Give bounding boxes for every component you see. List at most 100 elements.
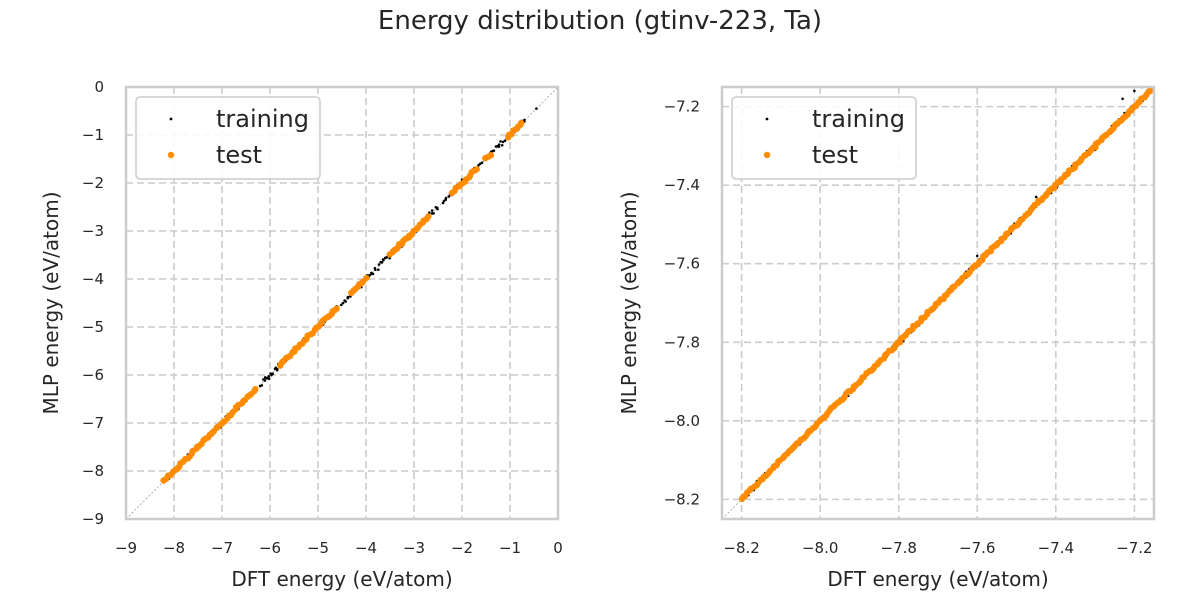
data-point-training <box>339 303 343 307</box>
y-tick-label: −7 <box>82 414 104 432</box>
data-point-training <box>368 273 371 277</box>
data-point-test <box>398 239 406 247</box>
data-point-training <box>267 377 271 381</box>
y-tick-label: −8 <box>82 462 104 480</box>
data-point-training <box>501 140 505 144</box>
legend-label-test: test <box>812 141 858 169</box>
y-tick-label: −2 <box>82 174 104 192</box>
y-tick-label: 0 <box>94 78 104 96</box>
data-point-training <box>374 268 377 272</box>
data-point-test <box>1146 87 1154 95</box>
data-point-training <box>344 300 347 303</box>
data-point-training <box>260 384 264 387</box>
y-tick-label: −7.2 <box>664 98 700 116</box>
x-tick-label: −8.0 <box>802 539 838 557</box>
legend-marker-training <box>169 117 173 121</box>
x-tick-label: −9 <box>115 539 137 557</box>
legend-label-training: training <box>216 105 309 133</box>
data-point-training <box>341 301 345 305</box>
data-point-training <box>263 376 267 379</box>
data-point-test <box>1131 103 1138 110</box>
y-axis-label: MLP energy (eV/atom) <box>39 191 63 414</box>
x-axis-label: DFT energy (eV/atom) <box>231 567 452 591</box>
y-tick-label: −1 <box>82 126 104 144</box>
x-tick-label: −7.2 <box>1116 539 1152 557</box>
data-point-training <box>447 195 451 198</box>
data-point-training <box>480 161 484 164</box>
data-point-training <box>371 272 375 276</box>
data-point-training <box>492 149 496 152</box>
x-tick-label: −2 <box>451 539 473 557</box>
y-tick-label: −7.6 <box>664 255 700 273</box>
data-point-training <box>1034 195 1038 199</box>
data-point-training <box>499 140 502 143</box>
data-point-training <box>382 258 385 262</box>
legend: training test <box>135 96 321 180</box>
data-point-training <box>430 209 434 212</box>
data-point-training <box>535 107 538 110</box>
x-tick-label: −4 <box>355 539 377 557</box>
y-tick-label: −7.8 <box>664 333 700 351</box>
data-point-test <box>363 274 370 282</box>
y-axis-label: MLP energy (eV/atom) <box>617 191 641 414</box>
data-point-training <box>271 372 275 375</box>
chart-panel-1: −9 −8 −7 −6 −5 −4 −3 −2 −1 0 −9 −8 −7 −6 −5 −4 −3 −2 −1 0 DF… <box>39 78 563 591</box>
y-tick-label: −7.4 <box>664 176 700 194</box>
x-tick-label: 0 <box>553 539 563 557</box>
data-point-test <box>487 151 495 159</box>
data-point-training <box>1121 97 1124 101</box>
data-point-training <box>377 263 381 266</box>
x-tick-label: −1 <box>499 539 521 557</box>
data-point-training <box>497 145 501 148</box>
data-point-test <box>406 232 413 239</box>
data-point-training <box>444 196 448 200</box>
legend: training test <box>731 96 917 180</box>
legend-label-training: training <box>812 105 905 133</box>
x-tick-label: −7.8 <box>881 539 917 557</box>
x-tick-label: −7.4 <box>1038 539 1074 557</box>
y-tick-label: −8.0 <box>664 412 700 430</box>
data-point-training <box>385 256 389 259</box>
y-tick-label: −4 <box>82 270 104 288</box>
data-point-test <box>517 119 525 127</box>
x-tick-label: −8 <box>163 539 185 557</box>
data-point-training <box>435 206 439 210</box>
y-tick-label: −5 <box>82 318 104 336</box>
data-point-test <box>425 213 432 220</box>
x-tick-label: −7 <box>211 539 233 557</box>
data-point-training <box>267 375 270 378</box>
series-test <box>738 87 1154 502</box>
y-tick-label: −9 <box>82 510 104 528</box>
data-point-training <box>377 268 380 271</box>
figure-title: Energy distribution (gtinv-223, Ta) <box>377 6 823 36</box>
legend-box <box>731 96 917 180</box>
data-point-training <box>503 139 507 142</box>
x-tick-label: −7.6 <box>959 539 995 557</box>
axes-frame <box>720 85 1156 521</box>
series-test <box>160 119 525 484</box>
axes-frame <box>124 85 560 521</box>
data-point-training <box>263 379 267 382</box>
data-point-training <box>380 261 384 264</box>
data-point-training <box>1133 89 1136 93</box>
data-point-training <box>432 212 435 215</box>
x-axis-label: DFT energy (eV/atom) <box>827 567 1048 591</box>
y-tick-label: −3 <box>82 222 104 240</box>
legend-box <box>135 96 321 180</box>
data-point-test <box>333 305 340 312</box>
data-point-training <box>497 143 501 147</box>
data-point-training <box>275 368 279 372</box>
data-point-test <box>252 385 259 393</box>
legend-marker-training <box>765 117 769 121</box>
legend-marker-test <box>763 151 771 159</box>
chart-panel-2: −8.2 −8.0 −7.8 −7.6 −7.4 −7.2 −8.2 −8.0 −7.8 −7.6… <box>617 85 1156 591</box>
data-point-training <box>441 201 445 205</box>
data-point-training <box>346 296 350 300</box>
data-point-training <box>500 144 504 147</box>
data-point-test <box>473 166 480 173</box>
x-tick-label: −5 <box>307 539 329 557</box>
y-tick-label: −8.2 <box>664 490 700 508</box>
legend-label-test: test <box>216 141 262 169</box>
data-point-training <box>975 254 979 258</box>
